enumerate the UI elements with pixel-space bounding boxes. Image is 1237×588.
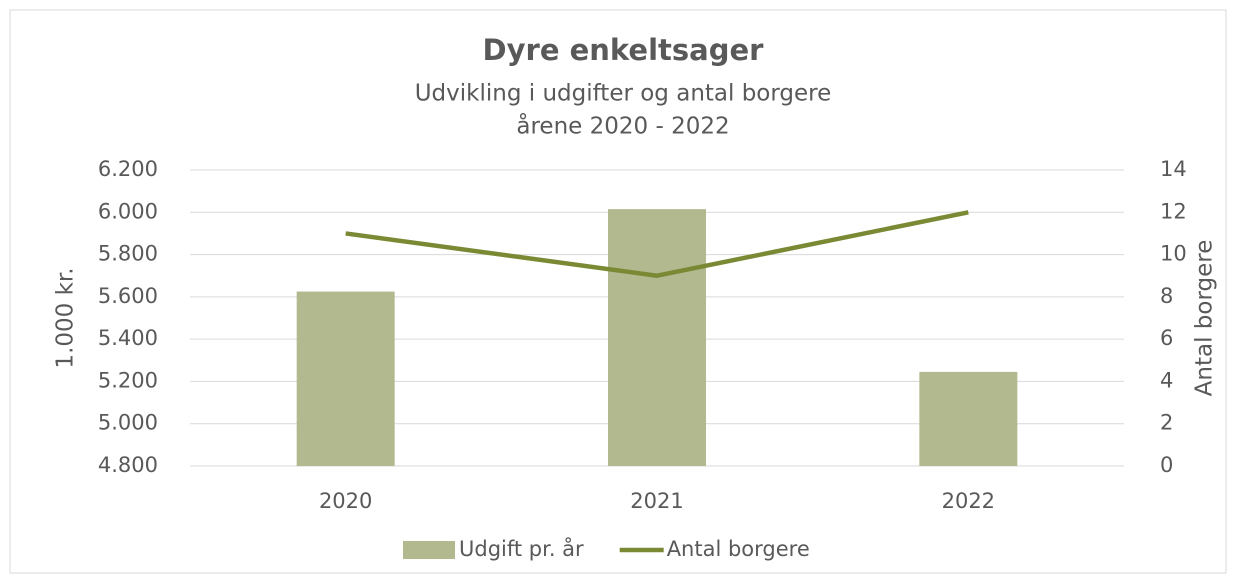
- y-tick-label: 5.400: [98, 326, 158, 350]
- x-tick-label: 2021: [630, 489, 683, 513]
- y-tick-label: 5.600: [98, 284, 158, 308]
- x-tick-label: 2022: [942, 489, 995, 513]
- y-tick-label: 6.200: [98, 157, 158, 181]
- y2-tick-label: 6: [1160, 326, 1173, 350]
- line: [345, 210, 969, 278]
- y-tick-label: 4.800: [98, 453, 158, 477]
- y2-tick-label: 4: [1160, 368, 1173, 392]
- legend-label: Udgift pr. år: [459, 536, 584, 561]
- y-axis-label: 1.000 kr.: [53, 267, 79, 368]
- bar: [296, 291, 395, 466]
- y2-tick-label: 2: [1160, 411, 1173, 435]
- y-tick-label: 5.200: [98, 368, 158, 392]
- y2-tick-label: 14: [1160, 157, 1187, 181]
- y-tick-label: 5.800: [98, 242, 158, 266]
- chart-subtitle: Udvikling i udgifter og antal borgere: [415, 81, 832, 107]
- y2-tick-label: 10: [1160, 242, 1187, 266]
- legend-label: Antal borgere: [667, 537, 810, 561]
- y2-tick-label: 8: [1160, 284, 1173, 308]
- y2-axis-label: Antal borgere: [1192, 240, 1218, 397]
- legend-swatch: [403, 541, 455, 559]
- y-tick-label: 6.000: [98, 199, 158, 223]
- y2-tick-label: 12: [1160, 199, 1187, 223]
- y-tick-label: 5.000: [98, 411, 158, 435]
- x-tick-label: 2020: [319, 489, 372, 513]
- bar: [608, 209, 706, 466]
- chart-subtitle: årene 2020 - 2022: [516, 112, 729, 140]
- y2-tick-label: 0: [1160, 453, 1173, 477]
- bar: [919, 371, 1018, 466]
- chart-title: Dyre enkeltsager: [483, 33, 765, 67]
